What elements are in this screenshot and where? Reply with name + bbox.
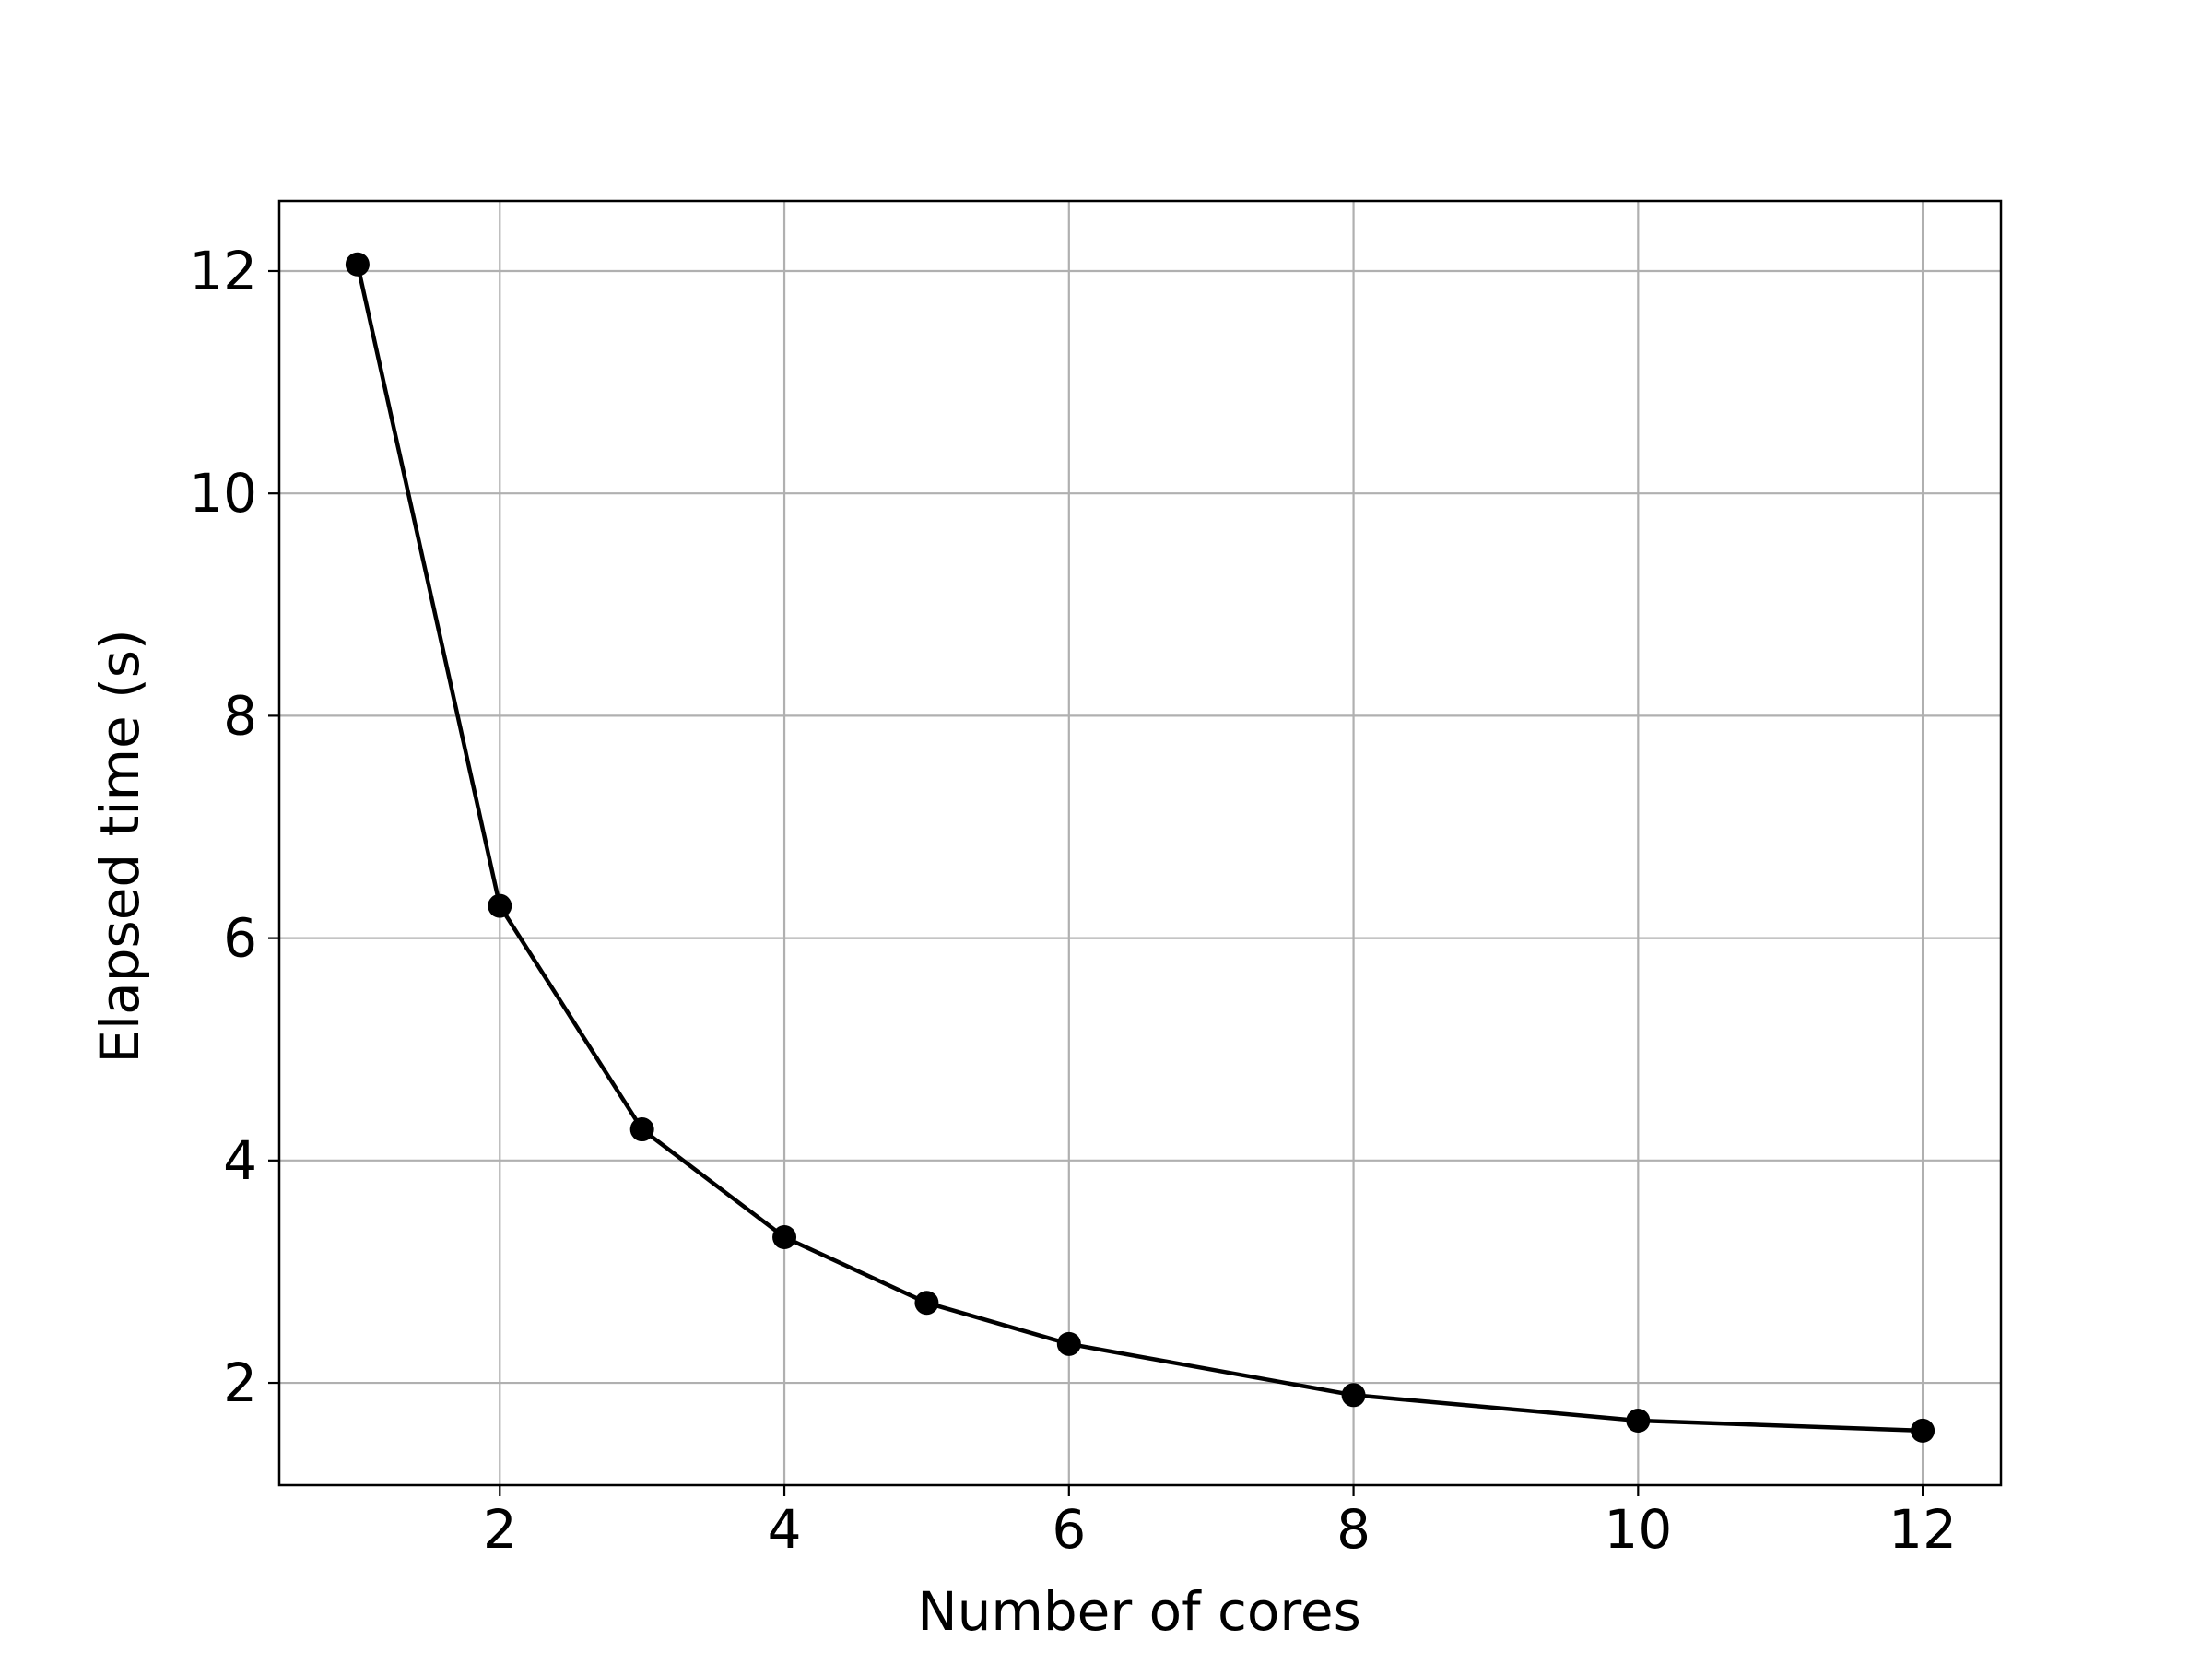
plot-area-frame	[277, 199, 2003, 1487]
data-point-marker	[1341, 1383, 1366, 1408]
series-layer	[345, 252, 1936, 1443]
y-tick-label: 6	[223, 907, 257, 970]
grid-lines	[279, 201, 2001, 1485]
x-tick-label: 10	[1604, 1498, 1672, 1561]
y-axis-label: Elapsed time (s)	[88, 629, 151, 1063]
data-point-marker	[914, 1291, 939, 1316]
y-tick-label: 2	[223, 1351, 257, 1414]
data-point-marker	[629, 1117, 654, 1142]
data-point-marker	[1056, 1331, 1081, 1356]
x-axis-label: Number of cores	[917, 1580, 1361, 1643]
y-tick-label: 4	[223, 1129, 257, 1192]
data-point-marker	[772, 1225, 797, 1250]
x-tick-label: 8	[1336, 1498, 1371, 1561]
data-point-marker	[345, 252, 370, 277]
data-point-marker	[488, 893, 512, 918]
data-point-marker	[1911, 1418, 1936, 1443]
y-tick-label: 8	[223, 684, 257, 747]
x-tick-label: 4	[768, 1498, 802, 1561]
y-tick-label: 12	[189, 240, 257, 302]
x-tick-label: 12	[1888, 1498, 1957, 1561]
x-tick-label: 6	[1052, 1498, 1086, 1561]
axis-ticks: 2 4 6 8 10 12 2 4 6 8 10 12	[189, 240, 1957, 1561]
data-point-marker	[1626, 1409, 1651, 1434]
x-tick-label: 2	[483, 1498, 517, 1561]
y-tick-label: 10	[189, 462, 257, 525]
